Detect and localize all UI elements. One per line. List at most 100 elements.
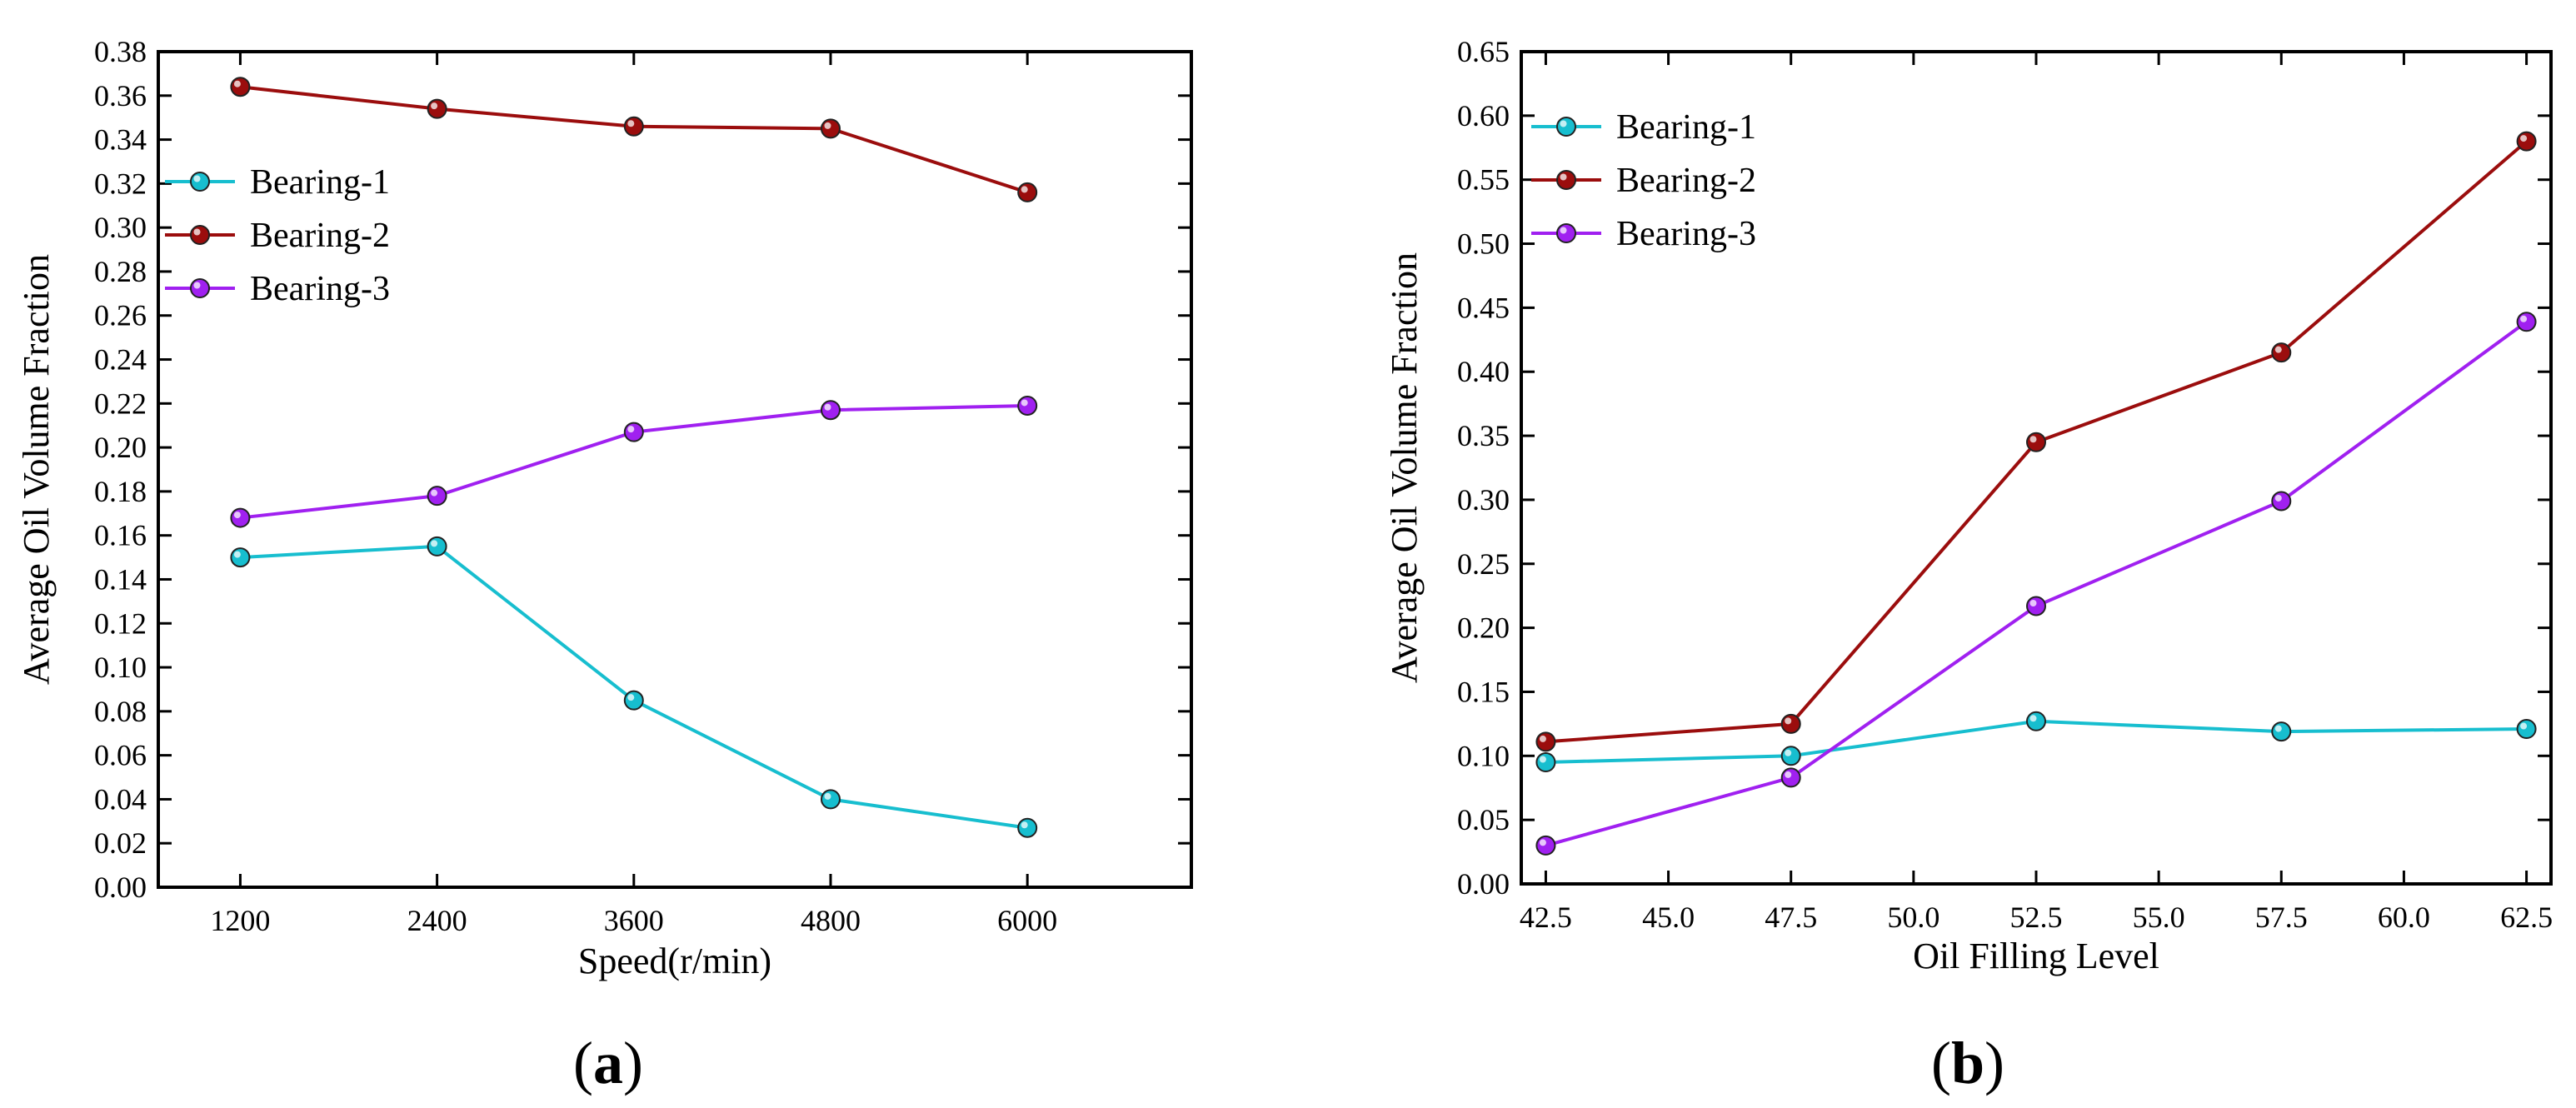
y-tick-label: 0.24 — [94, 343, 147, 377]
legend-label: Bearing-1 — [1616, 108, 1756, 147]
series-bearing-3 — [230, 395, 1038, 528]
legend-marker — [1556, 223, 1576, 243]
data-point — [230, 507, 251, 528]
data-point-highlight — [2520, 315, 2528, 322]
x-tick-label: 6000 — [997, 904, 1057, 937]
data-point — [1780, 746, 1801, 766]
x-tick-label: 2400 — [407, 904, 467, 937]
data-point — [623, 690, 644, 711]
data-point — [2271, 721, 2292, 742]
data-point-highlight — [431, 102, 438, 110]
legend-marker — [190, 225, 210, 245]
data-point — [623, 422, 644, 442]
data-point-highlight — [2520, 135, 2528, 142]
data-point — [1017, 182, 1038, 202]
data-point-highlight — [1021, 186, 1028, 193]
data-point — [623, 116, 644, 137]
y-tick-label: 0.25 — [1457, 547, 1510, 581]
series-bearing-3 — [1535, 312, 2537, 856]
y-tick-label: 0.22 — [94, 387, 147, 420]
data-point — [2026, 711, 2046, 731]
legend-label: Bearing-1 — [250, 163, 390, 202]
y-tick-label: 0.40 — [1457, 355, 1510, 388]
y-tick-label: 0.14 — [94, 562, 147, 596]
y-tick-label: 0.08 — [94, 695, 147, 728]
y-tick-label: 0.60 — [1457, 99, 1510, 132]
y-tick-label: 0.20 — [1457, 611, 1510, 645]
data-point-highlight — [824, 792, 831, 800]
x-tick-label: 47.5 — [1765, 901, 1817, 934]
legend-entry: Bearing-1 — [165, 163, 390, 202]
x-tick-label: 62.5 — [2500, 901, 2553, 934]
y-tick-label: 0.00 — [94, 871, 147, 904]
data-point-highlight — [2029, 715, 2037, 722]
y-tick-label: 0.28 — [94, 255, 147, 288]
legend-label: Bearing-3 — [250, 270, 390, 308]
data-point — [1535, 751, 1556, 772]
legend-marker — [1556, 117, 1576, 137]
y-tick-label: 0.35 — [1457, 419, 1510, 452]
y-tick-label: 0.00 — [1457, 867, 1510, 901]
series-line — [1545, 320, 2528, 847]
legend-label: Bearing-2 — [1616, 162, 1756, 200]
legend-entry: Bearing-2 — [1531, 162, 1756, 200]
data-point — [820, 118, 841, 139]
x-tick-label: 50.0 — [1887, 901, 1939, 934]
data-point-highlight — [2029, 436, 2037, 443]
data-point — [1780, 713, 1801, 734]
data-point — [1535, 731, 1556, 752]
chart-panel-a: 0.00 0.02 0.04 0.06 0.08 0.10 0.12 0.14 0.16 0.18… — [16, 35, 1193, 1096]
data-point-highlight — [1785, 749, 1792, 756]
y-tick-label: 0.45 — [1457, 291, 1510, 324]
data-point-highlight — [1785, 771, 1792, 778]
y-tick-label: 0.10 — [1457, 739, 1510, 772]
panel-label-letter: b — [1951, 1030, 1984, 1096]
data-point — [427, 98, 447, 119]
data-point-highlight — [233, 551, 241, 558]
legend-marker-highlight — [193, 175, 201, 182]
y-tick-label: 0.02 — [94, 826, 147, 860]
y-axis-title: Average Oil Volume Fraction — [1384, 252, 1425, 683]
data-point — [1017, 395, 1038, 416]
data-point-highlight — [1539, 839, 1546, 846]
data-point-highlight — [2520, 722, 2528, 730]
y-tick-label: 0.20 — [94, 431, 147, 464]
data-point — [1780, 767, 1801, 788]
data-point — [2516, 312, 2537, 332]
y-tick-label: 0.26 — [94, 299, 147, 332]
legend-marker-highlight — [1560, 227, 1567, 234]
legend-marker-highlight — [193, 228, 201, 236]
x-axis-title: Speed(r/min) — [578, 941, 771, 981]
legend-entry: Bearing-3 — [165, 270, 390, 308]
y-tick-label: 0.55 — [1457, 163, 1510, 197]
data-point — [2271, 342, 2292, 363]
x-tick-label: 4800 — [801, 904, 861, 937]
x-tick-label: 45.0 — [1642, 901, 1695, 934]
data-point — [1017, 817, 1038, 838]
legend-marker-highlight — [1560, 120, 1567, 127]
y-tick-label: 0.05 — [1457, 803, 1510, 836]
y-tick-label: 0.30 — [1457, 483, 1510, 517]
data-point-highlight — [2274, 346, 2282, 353]
legend-entry: Bearing-3 — [1531, 215, 1756, 253]
data-point — [2516, 719, 2537, 740]
x-tick-label: 57.5 — [2255, 901, 2308, 934]
y-tick-label: 0.34 — [94, 123, 147, 157]
legend-marker — [1556, 170, 1576, 190]
y-tick-label: 0.32 — [94, 167, 147, 200]
data-point-highlight — [1785, 717, 1792, 725]
data-point-highlight — [1539, 735, 1546, 742]
series-bearing-2 — [1535, 131, 2537, 752]
panel-label-open: ( — [1931, 1030, 1951, 1096]
y-tick-label: 0.12 — [94, 606, 147, 640]
x-tick-label: 60.0 — [2378, 901, 2430, 934]
y-axis-title: Average Oil Volume Fraction — [16, 254, 57, 685]
y-tick-label: 0.18 — [94, 475, 147, 508]
y-tick-label: 0.65 — [1457, 35, 1510, 68]
panel-label-letter: a — [593, 1030, 623, 1096]
y-tick-label: 0.15 — [1457, 675, 1510, 708]
data-point — [820, 789, 841, 810]
y-tick-label: 0.10 — [94, 651, 147, 684]
panel-label-close: ) — [1984, 1030, 2004, 1096]
